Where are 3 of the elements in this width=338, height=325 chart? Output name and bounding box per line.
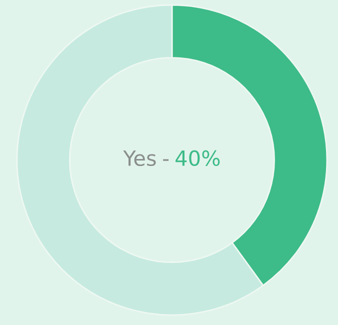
text: - xyxy=(163,159,169,161)
data-label: 40% xyxy=(176,150,220,166)
text: Yes xyxy=(123,150,156,166)
